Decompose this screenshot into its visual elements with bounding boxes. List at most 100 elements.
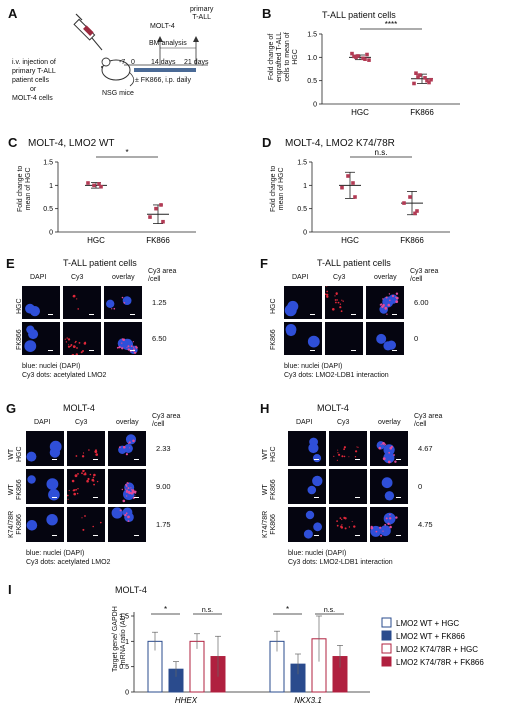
data-point (353, 195, 357, 199)
micrograph-cy3 (67, 507, 105, 542)
panel-d-title: MOLT-4, LMO2 K74/78R (285, 138, 395, 149)
data-point (425, 78, 429, 83)
chart-b: 0 0.5 1.0 1.5 HGC FK866 **** (307, 20, 460, 117)
panel-label-i: I (8, 582, 12, 597)
micrograph-overlay (366, 286, 404, 319)
cy3-area-value: 9.00 (156, 482, 171, 491)
micrograph-overlay (108, 507, 146, 542)
cy3-area-value: 0 (414, 334, 419, 343)
x-tick-label: HGC (351, 108, 369, 117)
cy3-area-header: Cy3 area/cell (410, 268, 439, 283)
tick-0: 0 (131, 59, 135, 66)
tick-minus7: -7 (119, 59, 126, 66)
data-point (99, 184, 103, 189)
y-tick-label: 1 (125, 639, 129, 646)
row-label: FK866 (270, 329, 277, 350)
col-header-dapi: DAPI (296, 419, 313, 426)
molt4-label: MOLT-4 (150, 23, 175, 30)
micrograph-overlay (370, 469, 408, 504)
y-tick-label: 0 (125, 690, 129, 697)
panel-label-g: G (6, 401, 17, 416)
chart-d: 0 0.5 1 1.5 HGC FK866 n.s. (297, 148, 450, 245)
y-tick-label: 1 (303, 183, 307, 190)
sig-label: n.s. (375, 148, 388, 157)
legend-label: LMO2 WT + FK866 (396, 632, 466, 641)
panel-label-h: H (260, 401, 270, 416)
sig-label: n.s. (202, 607, 213, 614)
cy3-area-value: 0 (418, 482, 423, 491)
micrograph-cy3 (329, 507, 367, 542)
micro-panel-title: MOLT-4 (317, 403, 349, 413)
micrograph-dapi (26, 469, 64, 504)
micrograph-cy3 (325, 286, 363, 319)
data-point (367, 58, 371, 62)
sig-label: n.s. (324, 607, 335, 614)
col-header-overlay: overlay (112, 274, 135, 281)
x-tick-label: HGC (341, 236, 359, 245)
data-point (416, 75, 420, 79)
panel-label-a: A (8, 6, 18, 21)
micrograph-dapi (22, 322, 60, 355)
bm-analysis-label: BM analysis (149, 40, 187, 47)
row-label: K74/78R FK866 (262, 510, 277, 538)
data-point (346, 174, 350, 178)
data-point (413, 211, 417, 216)
micrograph-cy3 (329, 469, 367, 504)
col-header-cy3: Cy3 (71, 274, 84, 281)
y-tick-label: 1 (49, 183, 53, 190)
panel-c-ylabel: Fold change to mean of HGC (17, 165, 32, 212)
panel-d-ylabel: Fold change to mean of HGC (270, 165, 285, 212)
micrograph-overlay (104, 286, 142, 319)
data-point (352, 54, 356, 59)
panel-label-f: F (260, 256, 268, 271)
data-point (97, 182, 101, 186)
data-point (340, 185, 344, 190)
data-point (423, 76, 427, 80)
micrograph-cy3 (63, 322, 101, 355)
data-point (148, 215, 152, 219)
col-header-cy3: Cy3 (337, 419, 350, 426)
cy3-area-value: 6.50 (152, 334, 167, 343)
panel-b-title: T-ALL patient cells (322, 10, 396, 20)
data-point (159, 203, 163, 207)
cy3-area-header: Cy3 area/cell (148, 268, 177, 283)
sig-label: * (286, 605, 289, 614)
micrograph-overlay (370, 431, 408, 466)
micrograph-dapi (284, 286, 322, 319)
tick-14: 14 days (151, 59, 176, 66)
data-point (418, 73, 422, 77)
cy3-area-value: 4.75 (418, 520, 433, 529)
y-tick-label: 1.5 (307, 32, 317, 39)
chart-c: 0 0.5 1 1.5 HGC FK866 * (43, 148, 196, 245)
cy3-area-value: 6.00 (414, 298, 429, 307)
primary-tall-label: primary T-ALL (190, 6, 214, 21)
data-point (427, 80, 431, 85)
tick-21: 21 days (184, 59, 209, 66)
panel-b-ylabel: Fold change of engrafted T-ALL cells to … (268, 31, 299, 82)
row-label: K74/78R FK866 (8, 510, 23, 538)
micrograph-overlay (108, 469, 146, 504)
panel-label-c: C (8, 135, 18, 150)
micro-caption: blue: nuclei (DAPI) Cy3 dots: acetylated … (22, 363, 107, 379)
data-point (161, 219, 165, 224)
col-header-overlay: overlay (378, 419, 401, 426)
y-tick-label: 0.5 (119, 664, 129, 671)
legend-swatch (381, 617, 392, 628)
data-point (402, 201, 406, 205)
micrograph-dapi (288, 507, 326, 542)
micrograph-cy3 (63, 286, 101, 319)
cy3-area-value: 4.67 (418, 444, 433, 453)
panel-label-e: E (6, 256, 15, 271)
micrograph-dapi (22, 286, 60, 319)
cy3-area-header: Cy3 area/cell (152, 413, 181, 428)
data-point (86, 181, 90, 185)
cy3-area-value: 2.33 (156, 444, 171, 453)
data-point (429, 77, 433, 82)
y-tick-label: 0.5 (307, 78, 317, 85)
col-header-dapi: DAPI (34, 419, 51, 426)
x-tick-label: FK866 (146, 236, 170, 245)
legend-swatch (381, 643, 392, 654)
micrograph-cy3 (67, 469, 105, 504)
data-point (354, 55, 358, 60)
mouse-icon (101, 57, 135, 87)
